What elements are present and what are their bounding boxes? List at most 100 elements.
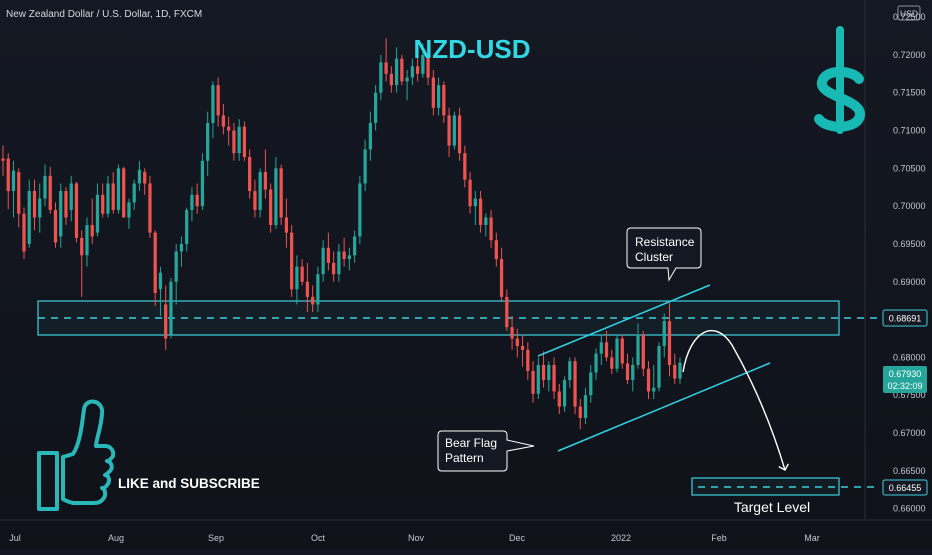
candle-body — [505, 296, 509, 328]
candle — [646, 361, 651, 399]
candle-body — [195, 194, 199, 207]
thumbs-up-icon — [37, 399, 116, 511]
candle-body — [269, 189, 273, 226]
candlestick-series — [1, 38, 682, 430]
candle-body — [111, 183, 115, 210]
candle-body — [127, 202, 131, 218]
candle — [269, 183, 273, 233]
candle — [379, 54, 383, 101]
x-tick-label: Sep — [208, 533, 224, 543]
candle-body — [64, 191, 68, 218]
candle-body — [636, 334, 640, 365]
candle — [541, 351, 546, 388]
candle-body — [410, 66, 414, 78]
candle-body — [442, 85, 446, 116]
candle-body — [494, 240, 498, 260]
candle-body — [174, 251, 178, 282]
candle-body — [27, 191, 31, 244]
candle — [641, 330, 645, 377]
like-subscribe-cta[interactable]: LIKE and SUBSCRIBE — [118, 476, 260, 491]
candle-body — [489, 217, 493, 241]
candle — [583, 387, 588, 424]
candle — [74, 181, 79, 243]
candle-body — [311, 296, 315, 305]
currency-button[interactable]: USD — [897, 5, 921, 21]
candle-body — [562, 380, 567, 407]
candle — [311, 285, 315, 313]
candle-body — [164, 304, 168, 339]
candle — [284, 198, 289, 248]
y-tick-label: 0.71000 — [893, 126, 926, 136]
candle — [373, 85, 378, 131]
y-tick-label: 0.69000 — [893, 277, 926, 287]
candle — [22, 207, 26, 260]
candle — [578, 398, 582, 430]
y-tick-label: 0.67000 — [893, 428, 926, 438]
candle — [510, 315, 514, 350]
flag-lower-trendline[interactable] — [557, 362, 771, 452]
candle-body — [520, 346, 525, 350]
candle-body — [662, 321, 666, 347]
candle — [610, 349, 614, 375]
candle-body — [484, 217, 488, 226]
candle-body — [122, 168, 126, 218]
candle — [158, 266, 163, 316]
candle — [43, 164, 47, 207]
candle — [27, 179, 31, 248]
candle-body — [326, 247, 331, 263]
bar-countdown: 02:32:09 — [887, 381, 922, 391]
target-price-label: 0.66455 — [882, 479, 928, 496]
candle — [589, 364, 593, 403]
candle — [101, 183, 105, 218]
bear-flag-callout[interactable]: Bear Flag Pattern — [437, 430, 535, 472]
candle — [85, 217, 89, 267]
candle — [478, 191, 483, 233]
candle — [195, 183, 199, 214]
y-tick-label: 0.72000 — [893, 50, 926, 60]
candle-body — [578, 406, 582, 418]
candle-body — [510, 327, 514, 339]
candle — [164, 285, 168, 350]
symbol-title[interactable]: New Zealand Dollar / U.S. Dollar, 1D, FX… — [6, 9, 202, 20]
candle — [6, 153, 10, 210]
candle — [90, 198, 94, 244]
dollar-sign-icon — [814, 26, 866, 134]
flag-upper-trendline[interactable] — [537, 284, 711, 357]
candle — [662, 313, 666, 358]
candle-body — [279, 168, 283, 218]
candle-body — [368, 122, 372, 150]
y-tick-label: 0.72500 — [893, 12, 926, 22]
candle — [552, 357, 556, 399]
candle — [484, 213, 488, 237]
candle — [326, 232, 331, 271]
y-tick-label: 0.68000 — [893, 352, 926, 362]
svg-text:0.68691: 0.68691 — [889, 314, 922, 324]
candle — [604, 330, 609, 362]
candle-body — [342, 251, 346, 260]
candle-body — [32, 191, 37, 218]
candle-body — [667, 321, 672, 365]
candle-body — [541, 364, 546, 381]
candle-body — [352, 236, 357, 256]
candle-body — [337, 251, 341, 275]
projection-arrow[interactable] — [682, 329, 789, 471]
y-axis-ticks: 0.72500 0.72000 0.71500 0.71000 0.70500 0.700… — [893, 12, 926, 514]
candle-body — [379, 62, 383, 93]
candle-body — [132, 183, 136, 203]
resistance-callout[interactable]: Resistance Cluster — [626, 227, 702, 282]
candle-body — [431, 77, 435, 108]
candle-body — [221, 115, 226, 127]
candle — [174, 243, 178, 305]
candle — [657, 342, 661, 392]
candle-body — [526, 349, 530, 372]
candle-body — [463, 153, 467, 180]
candle-body — [295, 266, 299, 290]
candle-body — [568, 361, 572, 381]
candle — [106, 175, 110, 218]
candle — [678, 357, 682, 384]
candle-body — [232, 130, 236, 154]
candle-body — [101, 194, 105, 214]
candle — [227, 116, 231, 146]
